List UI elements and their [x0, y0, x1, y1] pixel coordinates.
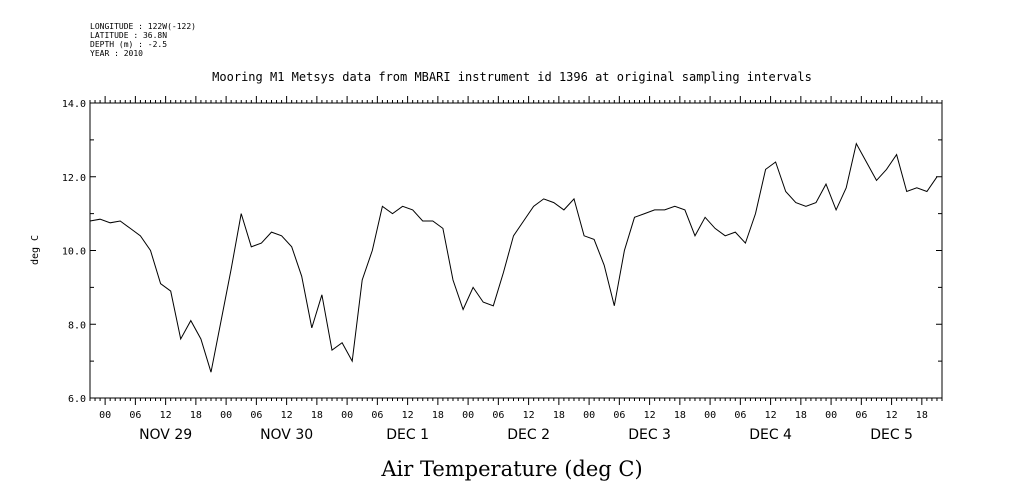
x-day-label: DEC 5: [870, 427, 913, 443]
x-tick-label: 00: [583, 410, 595, 421]
x-tick-label: 12: [765, 410, 777, 421]
meta-line: DEPTH (m) : -2.5: [90, 40, 167, 49]
x-tick-label: 00: [462, 410, 474, 421]
x-tick-label: 12: [523, 410, 535, 421]
x-tick-label: 06: [371, 410, 383, 421]
y-tick-label: 10.0: [62, 247, 86, 258]
x-tick-label: 00: [341, 410, 353, 421]
x-day-label: DEC 4: [749, 427, 792, 443]
meta-line: YEAR : 2010: [90, 49, 143, 58]
y-tick-label: 8.0: [68, 320, 86, 331]
x-tick-label: 18: [190, 410, 202, 421]
x-tick-label: 18: [916, 410, 928, 421]
x-axis-label: Air Temperature (deg C): [380, 457, 642, 481]
chart-title: Mooring M1 Metsys data from MBARI instru…: [212, 70, 812, 84]
x-tick-label: 12: [402, 410, 414, 421]
meta-line: LONGITUDE : 122W(-122): [90, 22, 196, 31]
axis-ticks: [89, 96, 943, 405]
x-tick-label: 12: [281, 410, 293, 421]
y-tick-label: 6.0: [68, 394, 86, 405]
x-tick-label: 06: [855, 410, 867, 421]
y-tick-label: 12.0: [62, 173, 86, 184]
meta-line: LATITUDE : 36.8N: [90, 31, 167, 40]
x-tick-label: 06: [250, 410, 262, 421]
y-axis-label: deg C: [30, 235, 41, 265]
x-tick-labels: 00 06 12 18 00 06 12 18 00 06 12 18 00 06 12 18 00 06 12 18…: [99, 410, 928, 443]
x-day-label: NOV 30: [260, 427, 313, 443]
x-tick-label: 18: [311, 410, 323, 421]
x-day-label: NOV 29: [139, 427, 192, 443]
x-day-label: DEC 2: [507, 427, 550, 443]
x-tick-label: 00: [220, 410, 232, 421]
x-tick-label: 18: [553, 410, 565, 421]
x-tick-label: 06: [734, 410, 746, 421]
x-tick-label: 12: [886, 410, 898, 421]
x-day-label: DEC 3: [628, 427, 671, 443]
metadata-block: LONGITUDE : 122W(-122) LATITUDE : 36.8N …: [90, 22, 196, 58]
x-tick-label: 00: [99, 410, 111, 421]
x-tick-label: 00: [704, 410, 716, 421]
x-tick-label: 06: [129, 410, 141, 421]
series-line: [89, 142, 938, 373]
x-tick-label: 18: [432, 410, 444, 421]
x-tick-label: 06: [613, 410, 625, 421]
x-tick-label: 12: [644, 410, 656, 421]
x-tick-label: 00: [825, 410, 837, 421]
y-tick-labels: 6.0 8.0 10.0 12.0 14.0: [62, 99, 86, 405]
x-tick-label: 18: [674, 410, 686, 421]
x-tick-label: 06: [492, 410, 504, 421]
x-tick-label: 12: [160, 410, 172, 421]
x-tick-label: 18: [795, 410, 807, 421]
x-day-label: DEC 1: [386, 427, 429, 443]
y-tick-label: 14.0: [62, 99, 86, 110]
plot-frame: [89, 102, 943, 399]
